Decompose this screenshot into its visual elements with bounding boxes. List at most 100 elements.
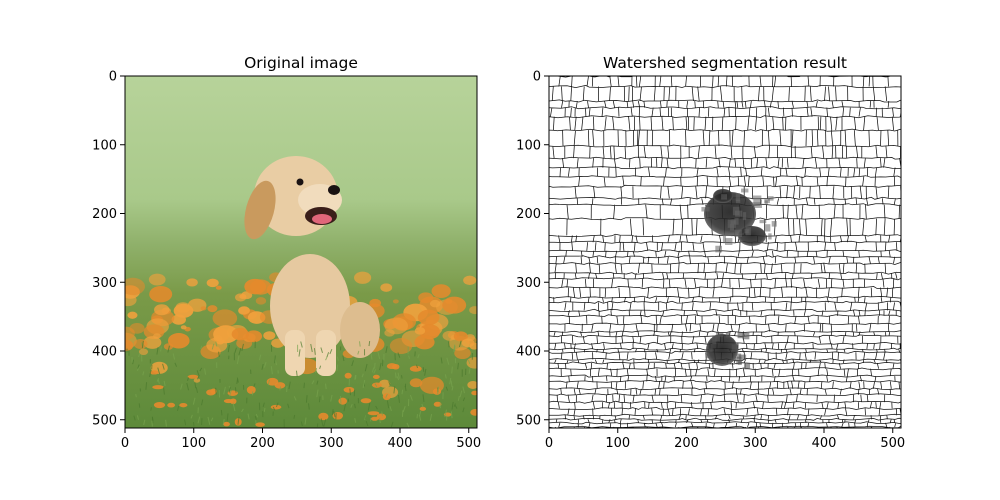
grass-blade — [232, 402, 236, 412]
flower-blob — [133, 338, 148, 349]
grass-blade — [136, 366, 140, 371]
flower-petal — [270, 404, 282, 410]
grass-blade — [375, 405, 378, 410]
grass-blade — [199, 367, 203, 372]
grass-blade — [462, 397, 466, 402]
grass-blade — [222, 419, 225, 426]
grass-blade — [236, 356, 240, 365]
y-tick-label: 400 — [516, 345, 541, 360]
flower-petal — [376, 413, 387, 421]
flower-blob — [442, 330, 457, 341]
flower-blob — [212, 309, 238, 328]
flower-petal — [343, 386, 355, 393]
shaded-cell — [742, 212, 747, 221]
shaded-cell — [724, 238, 733, 245]
flower-blob — [231, 327, 250, 341]
flower-petal — [246, 386, 256, 394]
grass-blade — [156, 378, 160, 382]
grass-blade — [367, 402, 371, 411]
x-tick-label: 100 — [605, 436, 630, 451]
grass-blade — [145, 382, 148, 390]
grass-blade — [197, 416, 201, 424]
grass-blade — [354, 418, 357, 423]
puppy-body — [270, 254, 350, 358]
shaded-cell — [744, 362, 751, 370]
y-tick-label: 300 — [92, 276, 117, 291]
grass-blade — [300, 421, 303, 427]
grass-blade — [393, 386, 396, 394]
flower-blob — [453, 331, 468, 342]
grass-blade — [184, 419, 187, 426]
shaded-cell — [751, 202, 761, 207]
flower-petal — [419, 406, 427, 411]
grass-blade — [320, 347, 323, 354]
grass-blade — [404, 385, 407, 392]
flower-blob — [167, 332, 190, 349]
flower-blob — [431, 284, 451, 298]
flower-blob — [417, 309, 440, 326]
flower-blob — [129, 322, 145, 334]
grass-blade — [419, 410, 422, 417]
flower-petal — [210, 388, 217, 395]
flower-blob — [127, 311, 138, 319]
grass-blade — [450, 380, 453, 388]
flower-blob — [354, 271, 372, 284]
grass-blade — [419, 415, 422, 421]
axes-watershed-ticks: 0 100 200 300 400 500 0 100 200 300 400 500 — [516, 70, 905, 452]
grass-blade — [270, 366, 273, 375]
flower-petal — [179, 402, 188, 408]
grass-blade — [422, 394, 425, 403]
flower-blob — [442, 296, 467, 314]
grass-blade — [385, 393, 388, 398]
grass-blade — [446, 357, 450, 365]
grass-blade — [310, 343, 313, 353]
grass-blade — [215, 341, 218, 347]
puppy-nose — [328, 185, 340, 195]
y-tick-label: 0 — [533, 70, 541, 85]
flower-blob — [467, 380, 477, 389]
grass-blade — [160, 346, 162, 352]
grass-blade — [165, 419, 167, 427]
grass-blade — [449, 377, 452, 385]
grass-blade — [133, 415, 136, 421]
grass-blade — [253, 383, 256, 387]
grass-blade — [406, 422, 410, 428]
flower-blob — [175, 302, 191, 313]
grass-blade — [228, 387, 231, 393]
flower-blob — [469, 306, 477, 315]
grass-blade — [444, 374, 447, 379]
grass-blade — [351, 360, 354, 367]
puppy-haunch — [340, 302, 380, 358]
grass-blade — [196, 370, 200, 376]
shaded-cell — [722, 234, 727, 244]
grass-blade — [409, 394, 413, 401]
grass-blade — [241, 408, 244, 413]
y-tick-label: 100 — [92, 138, 117, 153]
shaded-cell — [734, 217, 739, 225]
grass-blade — [305, 395, 308, 403]
grass-blade — [354, 403, 356, 409]
grass-blade — [172, 353, 176, 360]
flower-petal — [470, 409, 477, 416]
grass-blade — [379, 418, 381, 424]
grass-blade — [398, 394, 400, 403]
grass-blade — [143, 419, 146, 426]
grass-blade — [137, 364, 140, 369]
grass-blade — [445, 386, 449, 391]
grass-blade — [303, 382, 305, 389]
flower-blob — [154, 304, 170, 316]
grass-blade — [220, 409, 223, 416]
shaded-cell — [741, 188, 749, 193]
flower-blob — [138, 348, 149, 356]
grass-blade — [459, 390, 463, 398]
grass-blade — [204, 368, 207, 375]
grass-blade — [424, 368, 427, 376]
grass-blade — [349, 388, 352, 396]
flower-blob — [143, 336, 162, 349]
axes-original-frame — [124, 75, 478, 429]
grass-blade — [451, 386, 454, 391]
grass-blade — [195, 387, 198, 393]
grass-blade — [357, 350, 360, 355]
flower-blob — [186, 278, 198, 287]
